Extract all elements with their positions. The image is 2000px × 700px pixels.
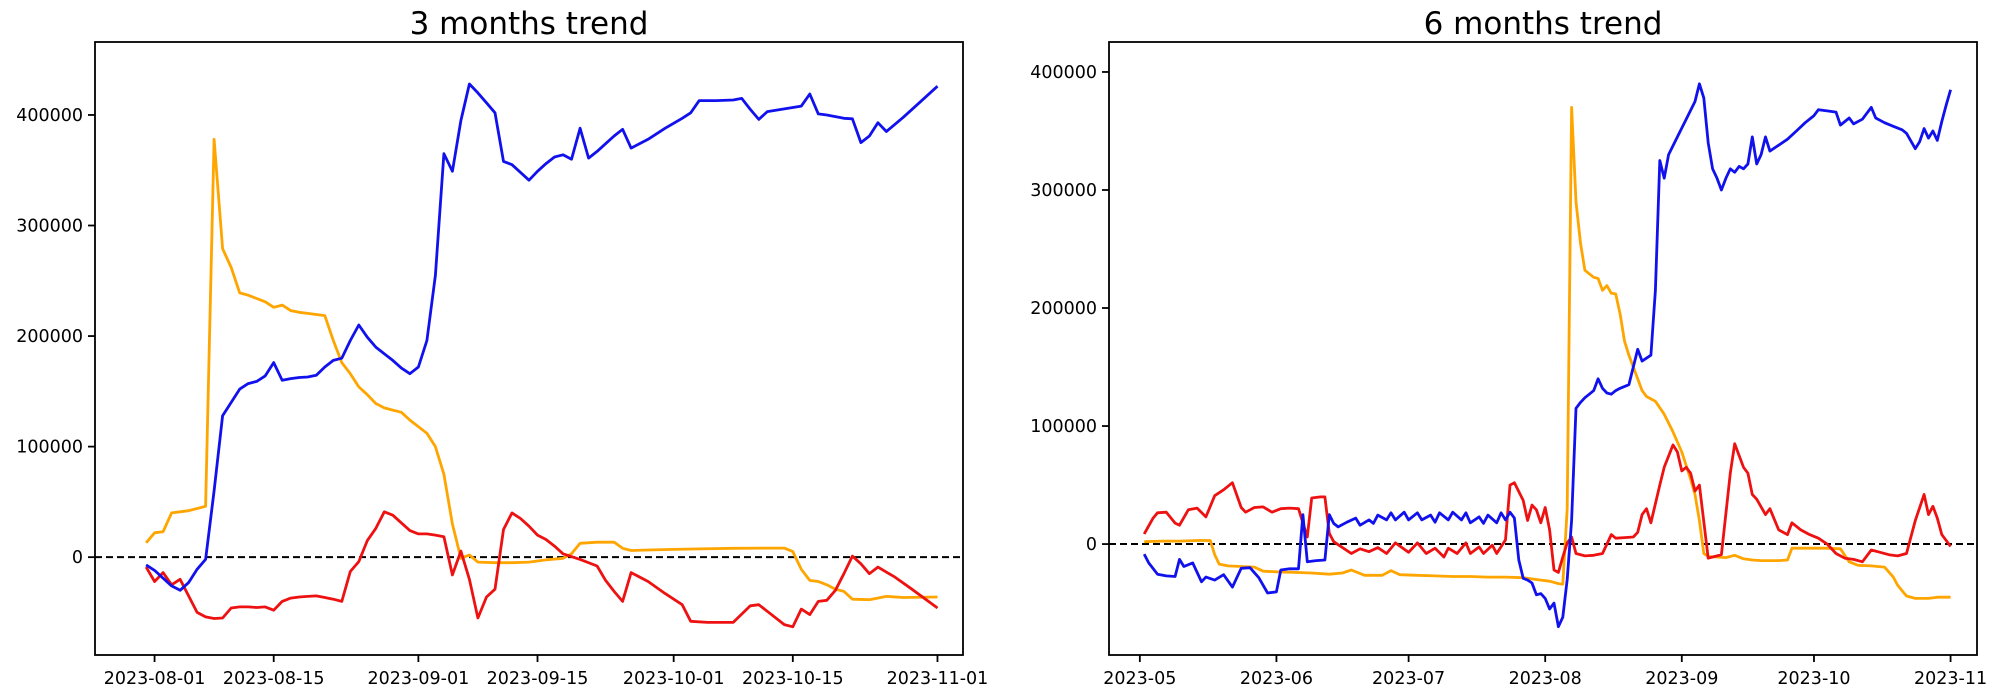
x-tick-label: 2023-09-01 (368, 669, 470, 689)
x-tick-label: 2023-08 (1509, 669, 1582, 689)
y-tick-label: 200000 (1030, 299, 1097, 319)
x-tick-label: 2023-11 (1914, 669, 1987, 689)
x-tick-label: 2023-09-15 (487, 669, 589, 689)
x-tick-label: 2023-10 (1777, 669, 1850, 689)
x-tick-label: 2023-05 (1103, 669, 1176, 689)
y-tick-label: 100000 (16, 438, 83, 458)
x-tick-label: 2023-11-01 (887, 669, 989, 689)
x-tick-label: 2023-08-01 (104, 669, 206, 689)
x-tick-label: 2023-09 (1645, 669, 1718, 689)
x-tick-label: 2023-07 (1372, 669, 1445, 689)
chart-title-6-months: 6 months trend (1423, 6, 1663, 42)
y-tick-label: 300000 (1030, 181, 1097, 201)
chart-title-3-months: 3 months trend (409, 6, 649, 42)
y-tick-label: 300000 (16, 217, 83, 237)
series-blue-line (145, 82, 939, 592)
series-red-line (144, 510, 939, 629)
y-tick-label: 400000 (1030, 63, 1097, 83)
plot-border (1108, 41, 1978, 656)
y-tick-label: 0 (72, 548, 83, 568)
x-tick-label: 2023-10-01 (623, 669, 725, 689)
x-tick-label: 2023-06 (1240, 669, 1313, 689)
x-tick-label: 2023-10-15 (742, 669, 844, 689)
series-blue-line (1142, 82, 1952, 629)
y-tick-label: 200000 (16, 327, 83, 347)
x-tick-label: 2023-08-15 (223, 669, 325, 689)
y-tick-label: 100000 (1030, 417, 1097, 437)
series-red-line (1142, 442, 1952, 574)
series-orange-line (1144, 106, 1951, 600)
plot-border (94, 41, 964, 656)
y-tick-label: 0 (1086, 535, 1097, 555)
series-orange-line (145, 137, 938, 602)
y-tick-label: 400000 (16, 106, 83, 126)
